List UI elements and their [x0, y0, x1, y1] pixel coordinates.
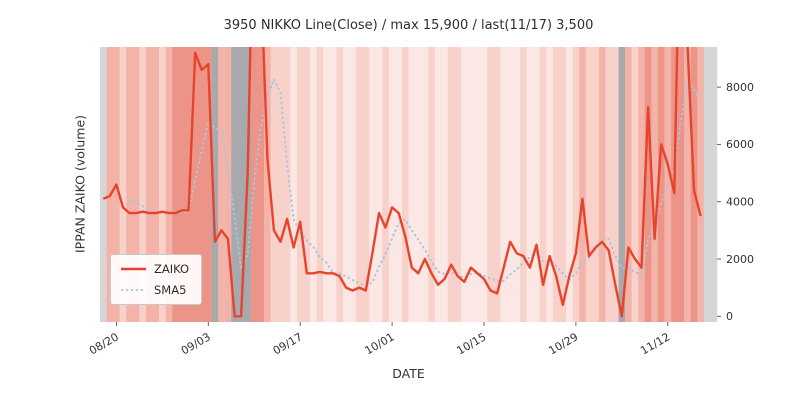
svg-text:09/03: 09/03 [179, 330, 213, 357]
svg-text:4000: 4000 [726, 195, 754, 208]
svg-text:10/29: 10/29 [546, 330, 580, 357]
svg-text:0: 0 [726, 310, 733, 323]
x-axis-label: DATE [392, 366, 425, 381]
legend-item-zaiko: ZAIKO [120, 262, 189, 276]
legend: ZAIKO SMA5 [110, 254, 203, 305]
svg-text:10/15: 10/15 [455, 330, 489, 357]
legend-item-sma5: SMA5 [120, 283, 189, 297]
svg-text:11/12: 11/12 [638, 330, 672, 357]
svg-text:8000: 8000 [726, 81, 754, 94]
legend-label-zaiko: ZAIKO [154, 262, 190, 276]
sma5-line-sample [120, 288, 147, 292]
svg-text:08/20: 08/20 [87, 330, 121, 357]
svg-text:09/17: 09/17 [271, 330, 305, 357]
zaiko-line-sample [121, 267, 146, 271]
chart-title: 3950 NIKKO Line(Close) / max 15,900 / la… [223, 18, 594, 33]
svg-text:10/01: 10/01 [363, 330, 397, 357]
svg-text:6000: 6000 [726, 138, 754, 151]
legend-label-sma5: SMA5 [154, 283, 187, 297]
svg-text:2000: 2000 [726, 253, 754, 266]
